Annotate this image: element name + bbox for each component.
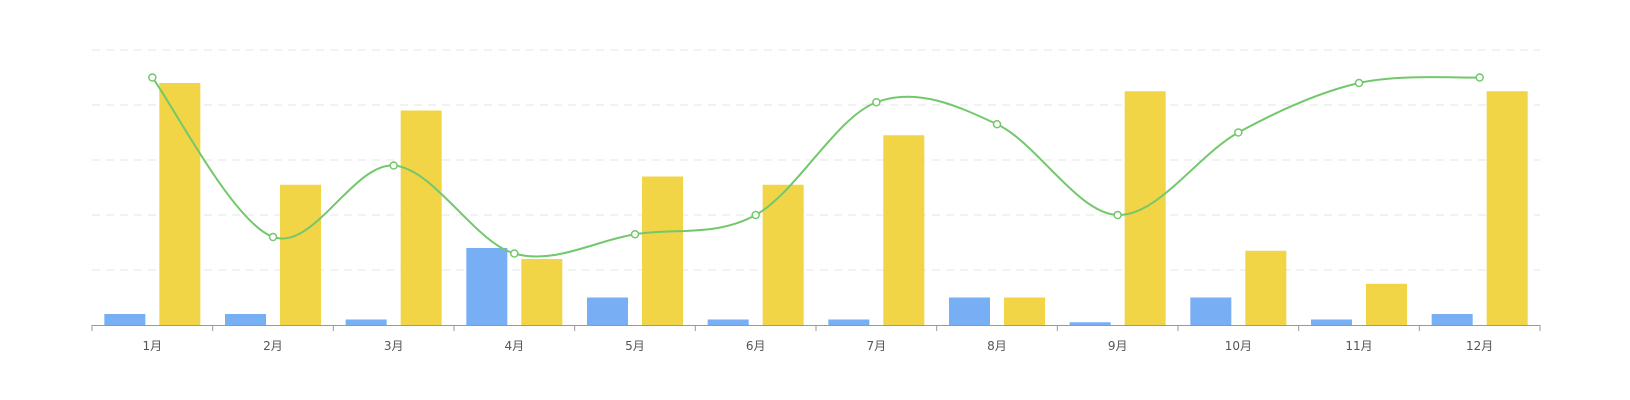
bar-series-1-10	[1190, 297, 1232, 325]
bar-series-2-12	[1486, 91, 1528, 325]
line-point-1	[148, 73, 157, 82]
line-point-5	[630, 230, 640, 239]
bar-series-1-9	[1069, 322, 1111, 325]
x-tick-label-6: 6月	[746, 339, 766, 353]
line-point-9	[1113, 210, 1122, 220]
bar-series-2-7	[883, 135, 925, 325]
line-point-8	[992, 120, 1002, 129]
x-tick-label-9: 9月	[1108, 339, 1128, 353]
bar-series-1-2	[225, 314, 266, 325]
bar-series-2-8	[1004, 297, 1045, 325]
bar-series-2-6	[762, 184, 804, 325]
x-tick-label-5: 5月	[625, 339, 645, 353]
grid-lines	[92, 49, 1540, 271]
x-axis	[91, 325, 1541, 331]
x-tick-label-8: 8月	[987, 339, 1007, 353]
line-point-3	[389, 161, 398, 170]
bar-series-1-5	[587, 297, 628, 325]
bar-series-1-11	[1311, 319, 1352, 325]
bar-series-2-5	[642, 176, 683, 325]
bar-series	[104, 83, 1528, 325]
bar-series-1-8	[949, 297, 990, 325]
bar-series-2-11	[1366, 283, 1407, 325]
line-point-10	[1234, 128, 1243, 137]
x-tick-label-3: 3月	[384, 339, 404, 353]
bar-series-1-4	[466, 248, 508, 325]
x-tick-label-7: 7月	[867, 339, 887, 353]
line-point-7	[872, 98, 881, 107]
x-tick-label-4: 4月	[505, 339, 525, 353]
bar-series-1-1	[104, 314, 146, 325]
x-tick-label-2: 2月	[263, 339, 283, 353]
x-tick-label-12: 12月	[1466, 339, 1493, 353]
bar-series-1-12	[1431, 314, 1473, 325]
bar-series-2-10	[1245, 250, 1287, 325]
bar-series-2-4	[521, 259, 563, 325]
line-point-11	[1354, 78, 1364, 88]
bar-series-2-2	[280, 184, 321, 325]
x-tick-label-1: 1月	[143, 339, 163, 353]
bar-series-2-3	[400, 110, 442, 325]
x-tick-label-10: 10月	[1225, 339, 1252, 353]
x-tick-labels: 1月 2月 3月 4月 5月 6月 7月 8月 9月 10月 11月 12月	[143, 339, 1494, 353]
bar-series-1-6	[707, 319, 749, 325]
line-point-2	[268, 232, 278, 242]
x-tick-label-11: 11月	[1345, 339, 1372, 353]
line-point-4	[510, 249, 519, 258]
line-series	[148, 73, 1484, 258]
bar-series-2-1	[159, 83, 201, 325]
line-point-6	[751, 210, 760, 220]
bar-series-1-3	[345, 319, 387, 325]
bar-series-1-7	[828, 319, 870, 325]
line-point-12	[1475, 73, 1484, 82]
line-series-1-path	[151, 76, 1480, 258]
